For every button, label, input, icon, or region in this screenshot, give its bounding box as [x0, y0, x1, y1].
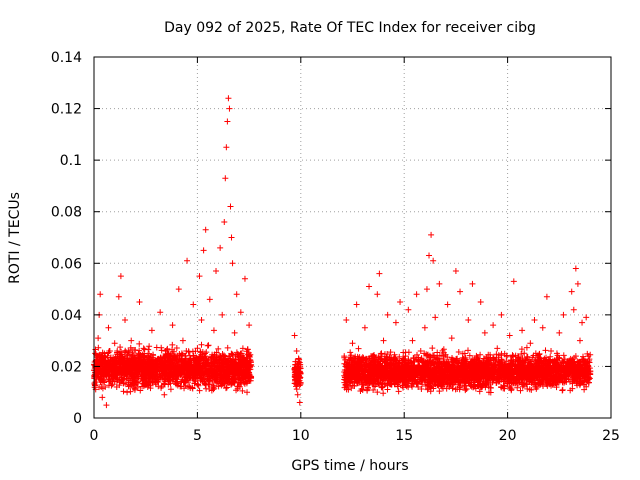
- data-point: [114, 350, 121, 357]
- data-point: [160, 381, 167, 388]
- data-points: [91, 95, 594, 409]
- data-point: [239, 387, 246, 394]
- data-point: [194, 345, 201, 352]
- data-point: [234, 383, 241, 390]
- data-point: [146, 377, 153, 384]
- data-point: [139, 383, 146, 390]
- data-point: [105, 382, 112, 389]
- data-point: [136, 347, 143, 354]
- data-point: [146, 343, 153, 350]
- data-point: [131, 381, 138, 388]
- data-point: [222, 385, 229, 392]
- data-point: [225, 380, 232, 387]
- data-point: [106, 347, 113, 354]
- data-point: [130, 384, 137, 391]
- data-point: [135, 378, 142, 385]
- data-point: [200, 361, 207, 368]
- chart-title: Day 092 of 2025, Rate Of TEC Index for r…: [164, 20, 536, 36]
- data-point: [137, 387, 144, 394]
- data-point: [223, 384, 230, 391]
- data-point: [92, 346, 99, 353]
- data-point: [153, 344, 160, 351]
- data-point: [127, 388, 134, 395]
- data-point: [136, 340, 143, 347]
- data-point: [245, 351, 252, 358]
- data-point: [224, 344, 231, 351]
- data-point: [129, 350, 136, 357]
- data-point: [145, 346, 152, 353]
- data-point: [206, 363, 213, 370]
- data-point: [215, 345, 222, 352]
- data-point: [191, 380, 198, 387]
- data-point: [124, 352, 131, 359]
- data-point: [205, 342, 212, 349]
- data-point: [173, 344, 180, 351]
- data-point: [167, 386, 174, 393]
- data-point: [117, 344, 124, 351]
